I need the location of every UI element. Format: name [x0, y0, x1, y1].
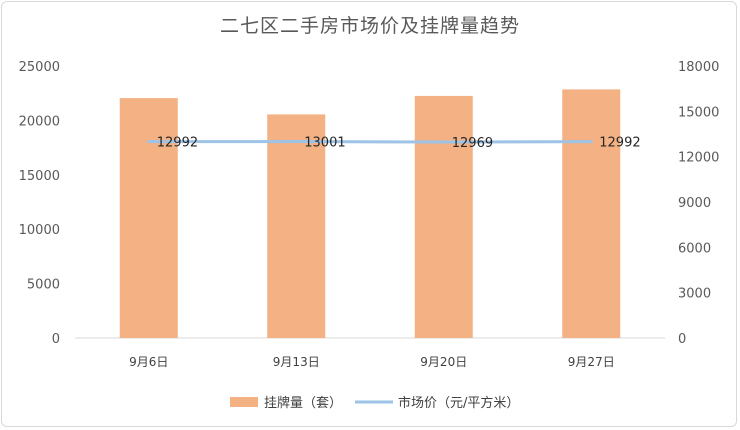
left-tick-label: 15000	[19, 169, 60, 184]
legend-bar-label: 挂牌量（套）	[264, 395, 342, 411]
right-tick-label: 3000	[678, 287, 711, 302]
bar	[562, 89, 621, 338]
bar-series	[119, 89, 621, 338]
right-tick-label: 9000	[678, 196, 711, 211]
data-label: 12969	[452, 136, 493, 151]
right-tick-label: 0	[678, 332, 686, 347]
data-label: 12992	[599, 136, 640, 151]
line-series	[147, 140, 593, 144]
left-tick-label: 10000	[19, 223, 60, 238]
line-point	[442, 140, 446, 144]
bar	[119, 98, 178, 338]
data-labels: 12992 13001 12969 12992	[157, 136, 641, 151]
left-tick-label: 0	[52, 332, 60, 347]
bar	[267, 114, 326, 338]
category-label: 9月27日	[568, 355, 615, 369]
left-tick-label: 25000	[19, 60, 60, 75]
chart-title: 二七区二手房市场价及挂牌量趋势	[220, 15, 520, 37]
category-label: 9月20日	[420, 355, 467, 369]
line-point	[147, 140, 151, 144]
bar	[414, 95, 473, 338]
right-tick-label: 6000	[678, 241, 711, 256]
category-label: 9月6日	[129, 355, 168, 369]
legend-line-label: 市场价（元/平方米）	[398, 395, 519, 411]
right-axis-ticks: 0 3000 6000 9000 12000 15000 18000	[678, 60, 719, 347]
category-label: 9月13日	[273, 355, 320, 369]
legend: 挂牌量（套） 市场价（元/平方米）	[230, 395, 519, 411]
right-tick-label: 15000	[678, 105, 719, 120]
line-point	[589, 140, 593, 144]
left-axis-ticks: 0 5000 10000 15000 20000 25000	[19, 60, 60, 347]
left-tick-label: 20000	[19, 114, 60, 129]
right-tick-label: 18000	[678, 60, 719, 75]
data-label: 12992	[157, 136, 198, 151]
right-tick-label: 12000	[678, 151, 719, 166]
category-labels: 9月6日 9月13日 9月20日 9月27日	[129, 355, 615, 369]
data-label: 13001	[304, 136, 345, 151]
line-point	[294, 140, 298, 144]
left-tick-label: 5000	[27, 278, 60, 293]
legend-bar-swatch	[230, 397, 258, 407]
